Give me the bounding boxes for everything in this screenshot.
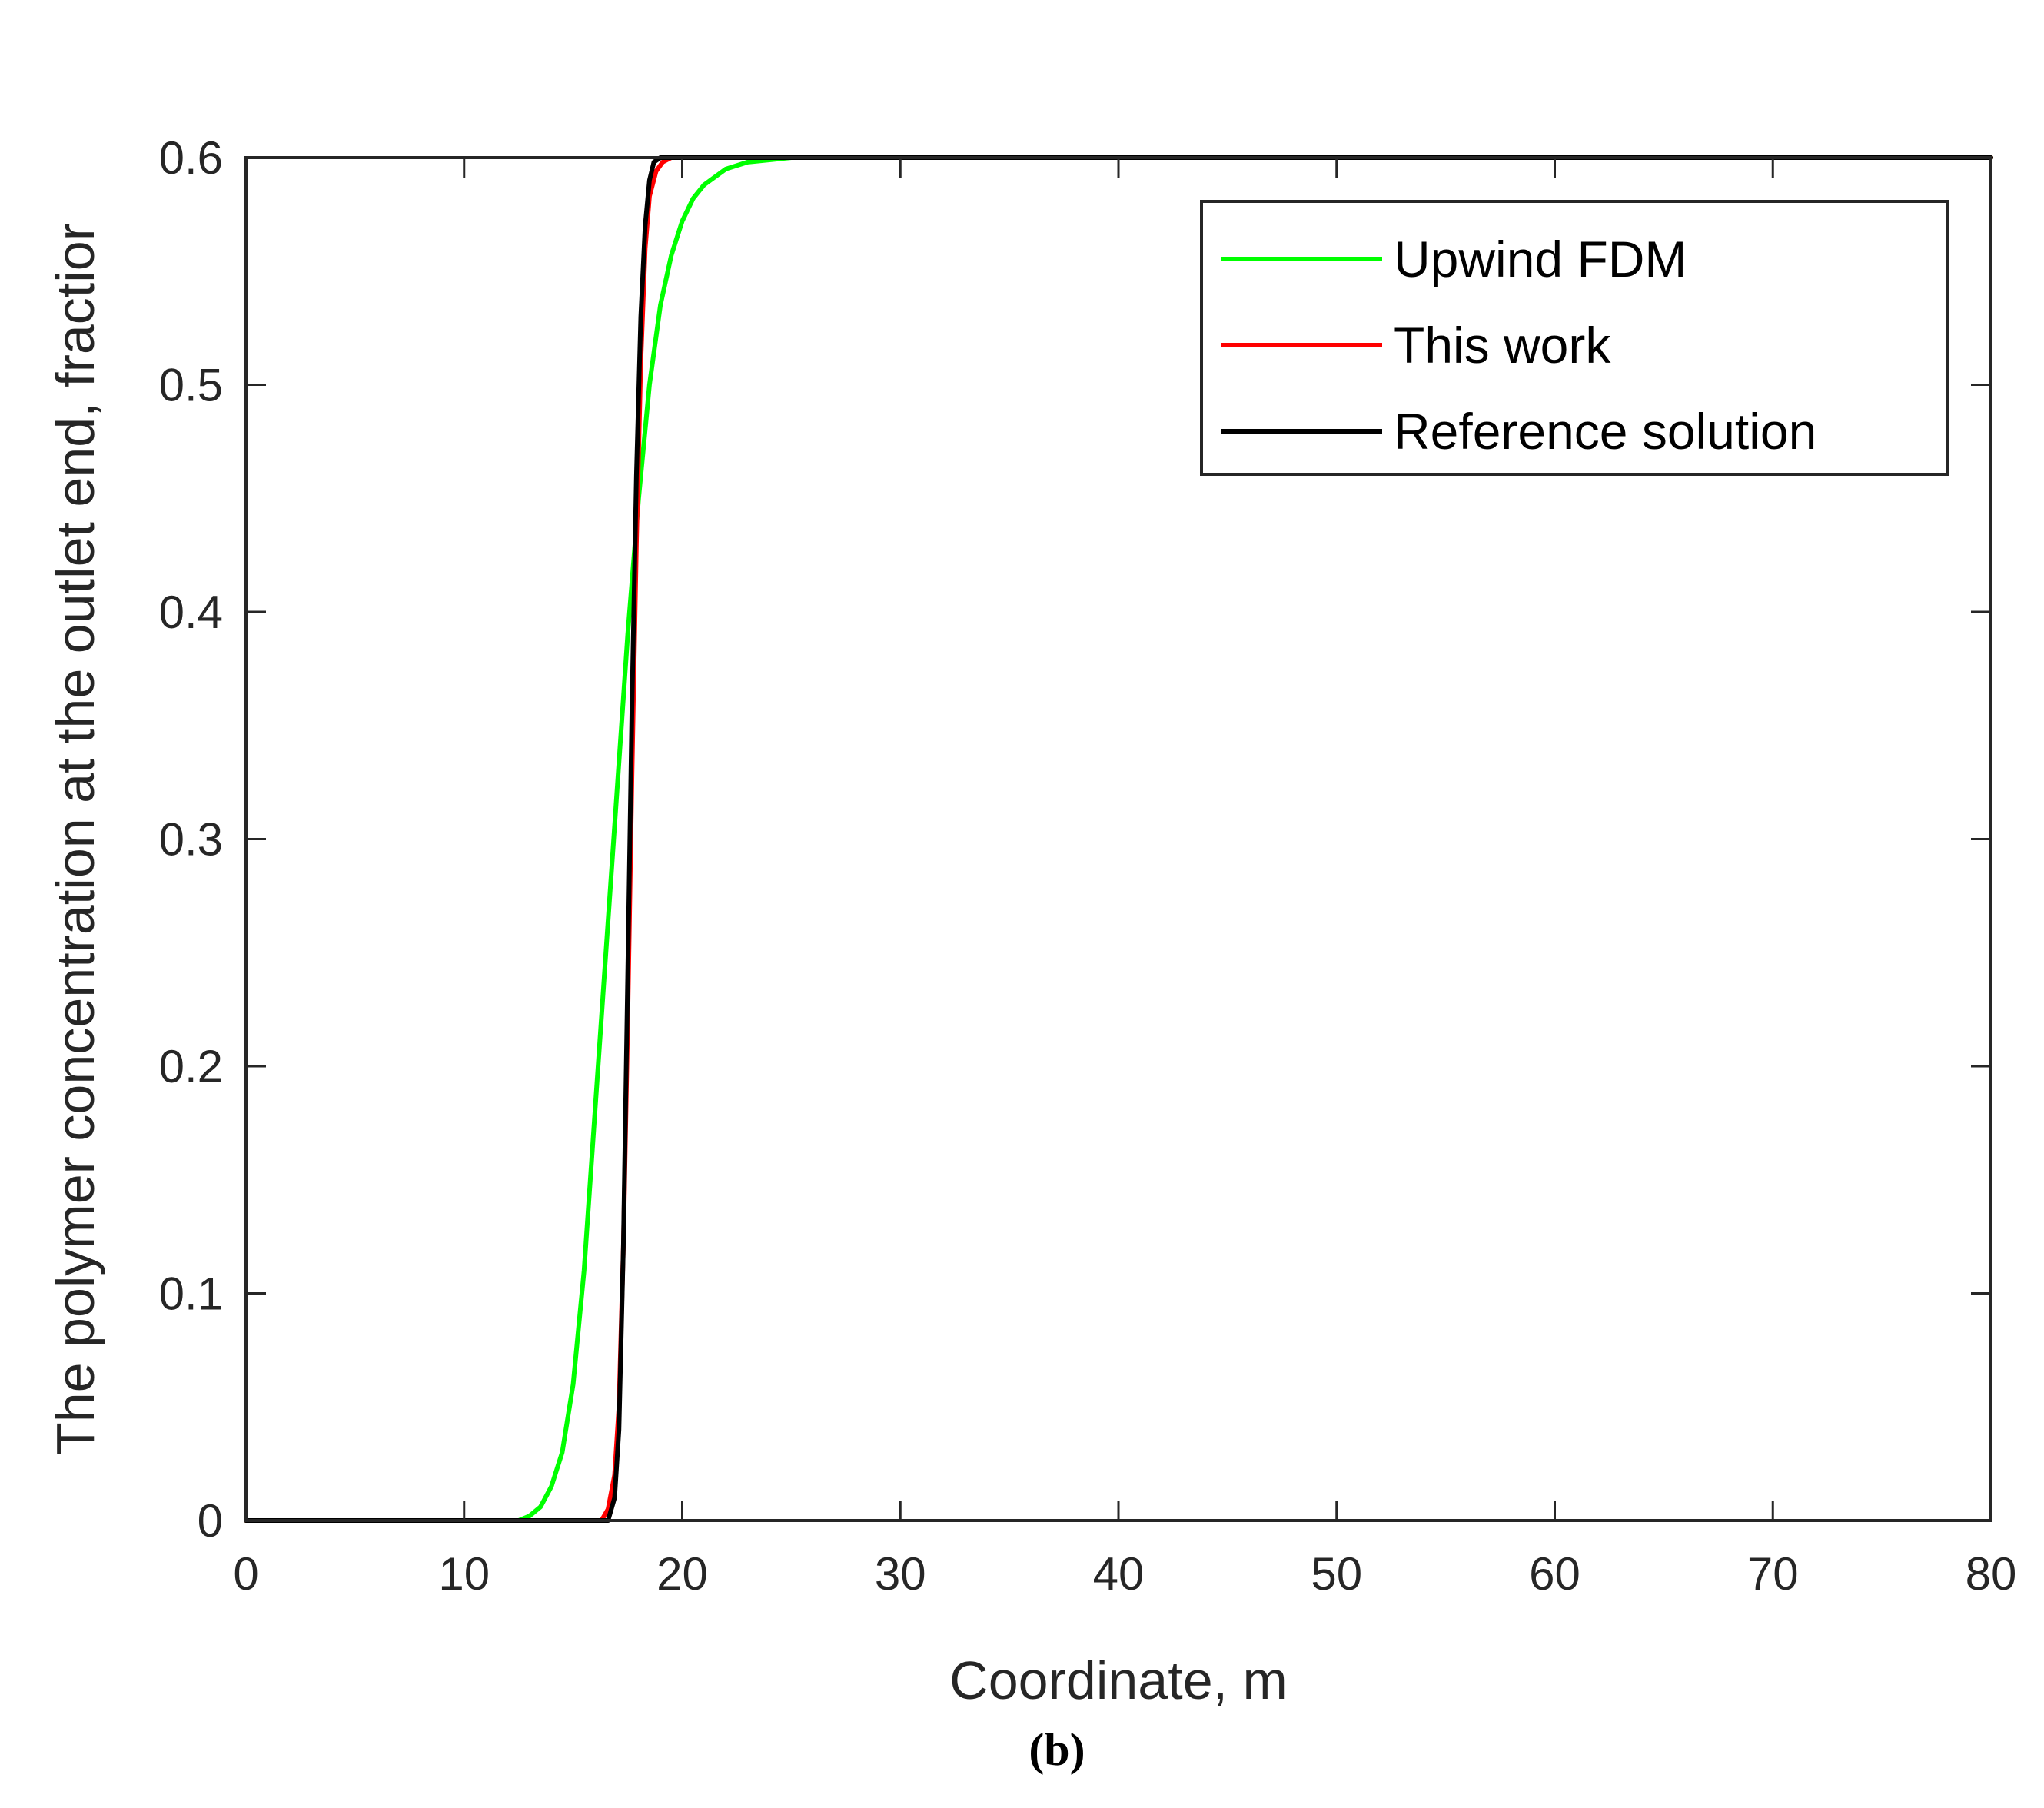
plot-area — [244, 155, 1993, 1523]
series-line-upwind-fdm — [244, 155, 1993, 1523]
x-tick-label: 50 — [1311, 1548, 1362, 1600]
axis-tick-labels: 0 10 20 30 40 50 60 70 80 0 0.1 0.2 0.3 0.4 0.5 0.6 — [159, 132, 2017, 1600]
axis-ticks — [244, 156, 1992, 1522]
y-tick-label: 0.1 — [159, 1268, 223, 1320]
x-tick-label: 40 — [1093, 1548, 1145, 1600]
y-tick-label: 0.2 — [159, 1041, 223, 1092]
legend-box — [1200, 200, 1949, 476]
x-tick-label: 10 — [438, 1548, 490, 1600]
x-tick-label: 0 — [233, 1548, 258, 1600]
y-tick-label: 0.4 — [159, 587, 223, 638]
legend-label: Upwind FDM — [1394, 231, 1687, 287]
x-tick-label: 80 — [1966, 1548, 2017, 1600]
y-tick-label: 0.6 — [159, 132, 223, 184]
series-line-reference-solution — [244, 155, 1993, 1523]
legend-label: Reference solution — [1394, 403, 1816, 460]
y-tick-label: 0 — [198, 1495, 223, 1547]
x-axis-label: Coordinate, m — [949, 1650, 1288, 1710]
y-tick-label: 0.3 — [159, 814, 223, 866]
legend: Upwind FDM This work Reference solution — [1200, 200, 1949, 476]
x-tick-label: 30 — [875, 1548, 926, 1600]
x-tick-label: 20 — [656, 1548, 708, 1600]
y-tick-label: 0.5 — [159, 360, 223, 411]
legend-label: This work — [1394, 317, 1611, 374]
y-axis-label: The polymer concentration at the outlet … — [45, 223, 105, 1455]
x-tick-label: 70 — [1747, 1548, 1799, 1600]
x-tick-label: 60 — [1529, 1548, 1580, 1600]
panel-label: (b) — [1029, 1724, 1085, 1775]
